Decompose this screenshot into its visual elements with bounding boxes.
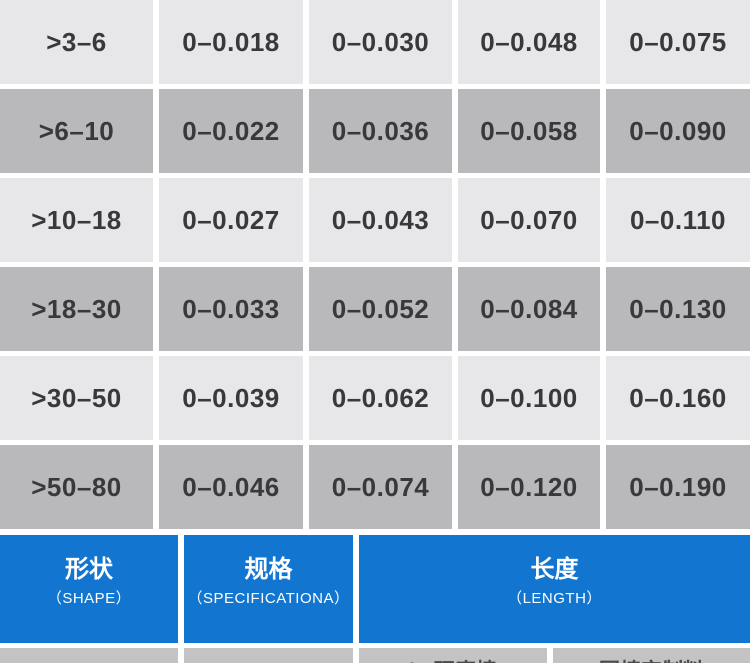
header-shape-en: （SHAPE） [46, 590, 132, 607]
header-length-zh: 长度 [530, 556, 579, 583]
tolerance-cell: 0–0.075 [606, 0, 750, 84]
header-length-en: （LENGTH） [507, 590, 602, 607]
header-specification-zh: 规格 [244, 556, 293, 583]
tolerance-cell: 0–0.074 [309, 445, 452, 529]
header-shape-zh: 形状 [65, 556, 113, 583]
tolerance-cell: 0–0.052 [309, 267, 452, 351]
tolerance-table: >3–6 0–0.018 0–0.030 0–0.048 0–0.075 >6–10 0–0… [0, 0, 750, 529]
tolerance-cell: 0–0.084 [458, 267, 600, 351]
range-cell: >10–18 [0, 178, 153, 262]
tolerance-cell: 0–0.030 [309, 0, 452, 84]
tolerance-cell: 0–0.018 [159, 0, 303, 84]
tolerance-cell: 0–0.160 [606, 356, 750, 440]
tolerance-cell: 0–0.046 [159, 445, 303, 529]
tolerance-cell: 0–0.022 [159, 89, 303, 173]
tolerance-cell: 0–0.027 [159, 178, 303, 262]
partial-cell-length-b: 圆棒定制料 [553, 648, 750, 663]
tolerance-cell: 0–0.120 [458, 445, 600, 529]
partial-bottom-row: h6研磨棒 圆棒定制料 [0, 648, 750, 663]
partial-cell-specification [184, 648, 353, 663]
tolerance-cell: 0–0.039 [159, 356, 303, 440]
range-cell: >6–10 [0, 89, 153, 173]
tolerance-cell: 0–0.048 [458, 0, 600, 84]
partial-cell-length-a: h6研磨棒 [359, 648, 547, 663]
tolerance-cell: 0–0.190 [606, 445, 750, 529]
tolerance-cell: 0–0.070 [458, 178, 600, 262]
tolerance-cell: 0–0.058 [458, 89, 600, 173]
tolerance-cell: 0–0.036 [309, 89, 452, 173]
tolerance-cell: 0–0.100 [458, 356, 600, 440]
header-cell-shape: 形状 （SHAPE） [0, 535, 178, 643]
tolerance-cell: 0–0.090 [606, 89, 750, 173]
partial-cell-shape [0, 648, 178, 663]
tolerance-cell: 0–0.062 [309, 356, 452, 440]
tolerance-cell: 0–0.033 [159, 267, 303, 351]
spec-header-row: 形状 （SHAPE） 规格 （SPECIFICATIONA） 长度 （LENGT… [0, 535, 750, 643]
range-cell: >50–80 [0, 445, 153, 529]
tolerance-cell: 0–0.110 [606, 178, 750, 262]
tolerance-cell: 0–0.043 [309, 178, 452, 262]
header-specification-en: （SPECIFICATIONA） [187, 590, 350, 607]
header-cell-specification: 规格 （SPECIFICATIONA） [184, 535, 353, 643]
range-cell: >30–50 [0, 356, 153, 440]
tolerance-cell: 0–0.130 [606, 267, 750, 351]
header-cell-length: 长度 （LENGTH） [359, 535, 750, 643]
range-cell: >3–6 [0, 0, 153, 84]
range-cell: >18–30 [0, 267, 153, 351]
